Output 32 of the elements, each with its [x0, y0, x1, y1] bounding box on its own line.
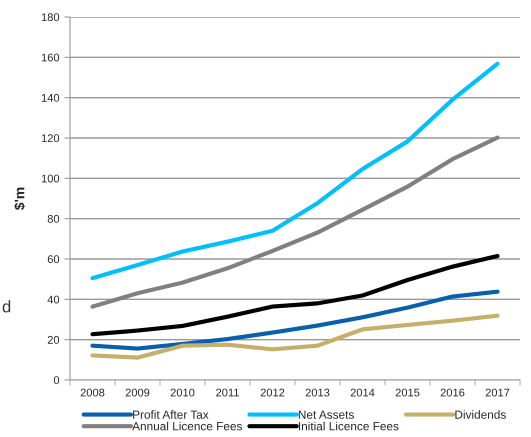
x-tick-label: 2010	[170, 388, 194, 396]
y-tick-label: 0	[54, 376, 60, 384]
x-tick-label: 2008	[80, 388, 104, 396]
legend-label: Net Assets	[298, 410, 354, 419]
y-tick-label: 100	[42, 174, 60, 182]
y-tick-label: 180	[42, 13, 60, 22]
line-series	[90, 314, 500, 360]
y-tick-label: 160	[42, 54, 60, 62]
legend-label: Dividends	[455, 410, 506, 419]
y-tick-label: 60	[48, 255, 60, 264]
line-series	[90, 290, 500, 351]
y-tick-label: 120	[42, 134, 60, 142]
x-tick-label: 2012	[260, 388, 284, 396]
x-tick-label: 2009	[126, 388, 150, 396]
x-tick-label: 2017	[486, 388, 510, 396]
x-tick-label: 2015	[396, 388, 420, 396]
x-tick-label: 2013	[306, 388, 330, 396]
y-tick-label: 140	[42, 94, 60, 102]
x-tick-label: 2014	[350, 388, 375, 396]
legend-label: Profit After Tax	[133, 410, 209, 419]
y-tick-label: 40	[47, 296, 60, 304]
line-series	[90, 62, 500, 280]
legend-label: Annual Licence Fees	[132, 422, 242, 430]
x-tick-label: 2016	[440, 388, 464, 396]
text: d	[2, 300, 10, 312]
y-tick-label: 20	[48, 336, 60, 344]
y-axis-title: $'m	[14, 188, 26, 210]
x-tick-label: 2011	[216, 388, 239, 396]
y-tick-label: 80	[48, 214, 60, 223]
line-series	[90, 254, 500, 336]
legend-label: Initial Licence Fees	[298, 422, 399, 430]
line-series	[90, 136, 500, 309]
